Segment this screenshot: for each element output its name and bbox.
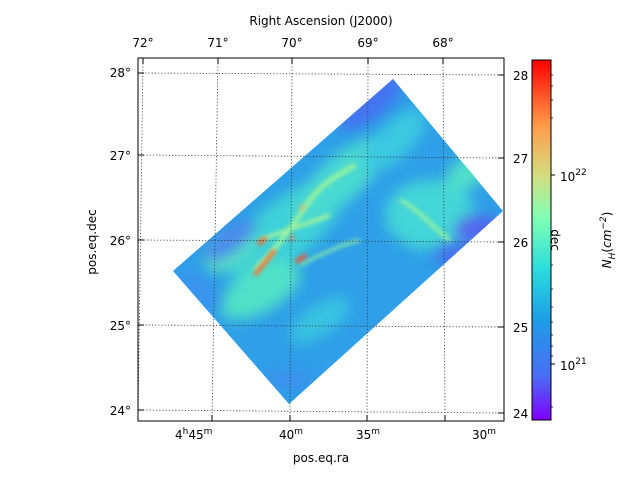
y-axis-label: pos.eq.dec bbox=[85, 209, 99, 274]
left-tick-label: 28° bbox=[110, 66, 131, 80]
grid-line-dec-26 bbox=[137, 239, 504, 243]
bottom-tick-labels: 4h45m 40m 35m 30m bbox=[175, 427, 496, 442]
colorbar-gradient bbox=[531, 59, 552, 421]
grid-line-ra-70 bbox=[289, 59, 293, 421]
grid-line-dec-28 bbox=[141, 72, 504, 76]
right-tick-label: 26 bbox=[513, 236, 528, 250]
left-tick-label: 25° bbox=[110, 319, 131, 333]
right-tick-labels: 28 27 26 25 24 bbox=[513, 69, 528, 421]
top-tick-label: 69° bbox=[357, 36, 378, 50]
left-tick-labels: 28° 27° 26° 25° 24° bbox=[110, 66, 131, 418]
top-tick-label: 68° bbox=[432, 36, 453, 50]
right-tick-label: 25 bbox=[513, 321, 528, 335]
grid-line-ra-68 bbox=[442, 59, 446, 421]
right-tick-label: 28 bbox=[513, 69, 528, 83]
top-axis-title: Right Ascension (J2000) bbox=[249, 14, 392, 28]
top-tick-labels: 72° 71° 70° 69° 68° bbox=[132, 36, 453, 50]
right-tick-label: 24 bbox=[513, 407, 528, 421]
top-tick-label: 71° bbox=[207, 36, 228, 50]
grid-line-ra-69 bbox=[366, 59, 369, 421]
grid-line-ra-71 bbox=[211, 59, 219, 421]
bottom-tick-label-40m: 40m bbox=[279, 427, 303, 442]
bottom-tick-label-4h45m: 4h45m bbox=[175, 427, 212, 442]
right-tick-label: 27 bbox=[513, 152, 528, 166]
top-tick-label: 70° bbox=[281, 36, 302, 50]
x-axis-label: pos.eq.ra bbox=[293, 451, 349, 465]
left-tick-label: 26° bbox=[110, 234, 131, 248]
tick-marks bbox=[138, 58, 504, 421]
colorbar: 1022 1021 NH(cm−2) bbox=[531, 59, 618, 421]
colorbar-tick-label-1e22: 1022 bbox=[560, 168, 587, 184]
colorbar-tick-label-1e21: 1021 bbox=[560, 357, 587, 373]
bottom-tick-label-35m: 35m bbox=[356, 427, 380, 442]
top-tick-label: 72° bbox=[132, 36, 153, 50]
left-tick-label: 27° bbox=[110, 149, 131, 163]
map-background bbox=[173, 79, 503, 404]
colorbar-minor-ticks bbox=[551, 74, 553, 408]
colorbar-label: NH(cm−2) bbox=[599, 212, 618, 269]
bottom-tick-label-30m: 30m bbox=[472, 427, 496, 442]
grid-line-dec-24 bbox=[139, 409, 504, 414]
left-tick-label: 24° bbox=[110, 404, 131, 418]
